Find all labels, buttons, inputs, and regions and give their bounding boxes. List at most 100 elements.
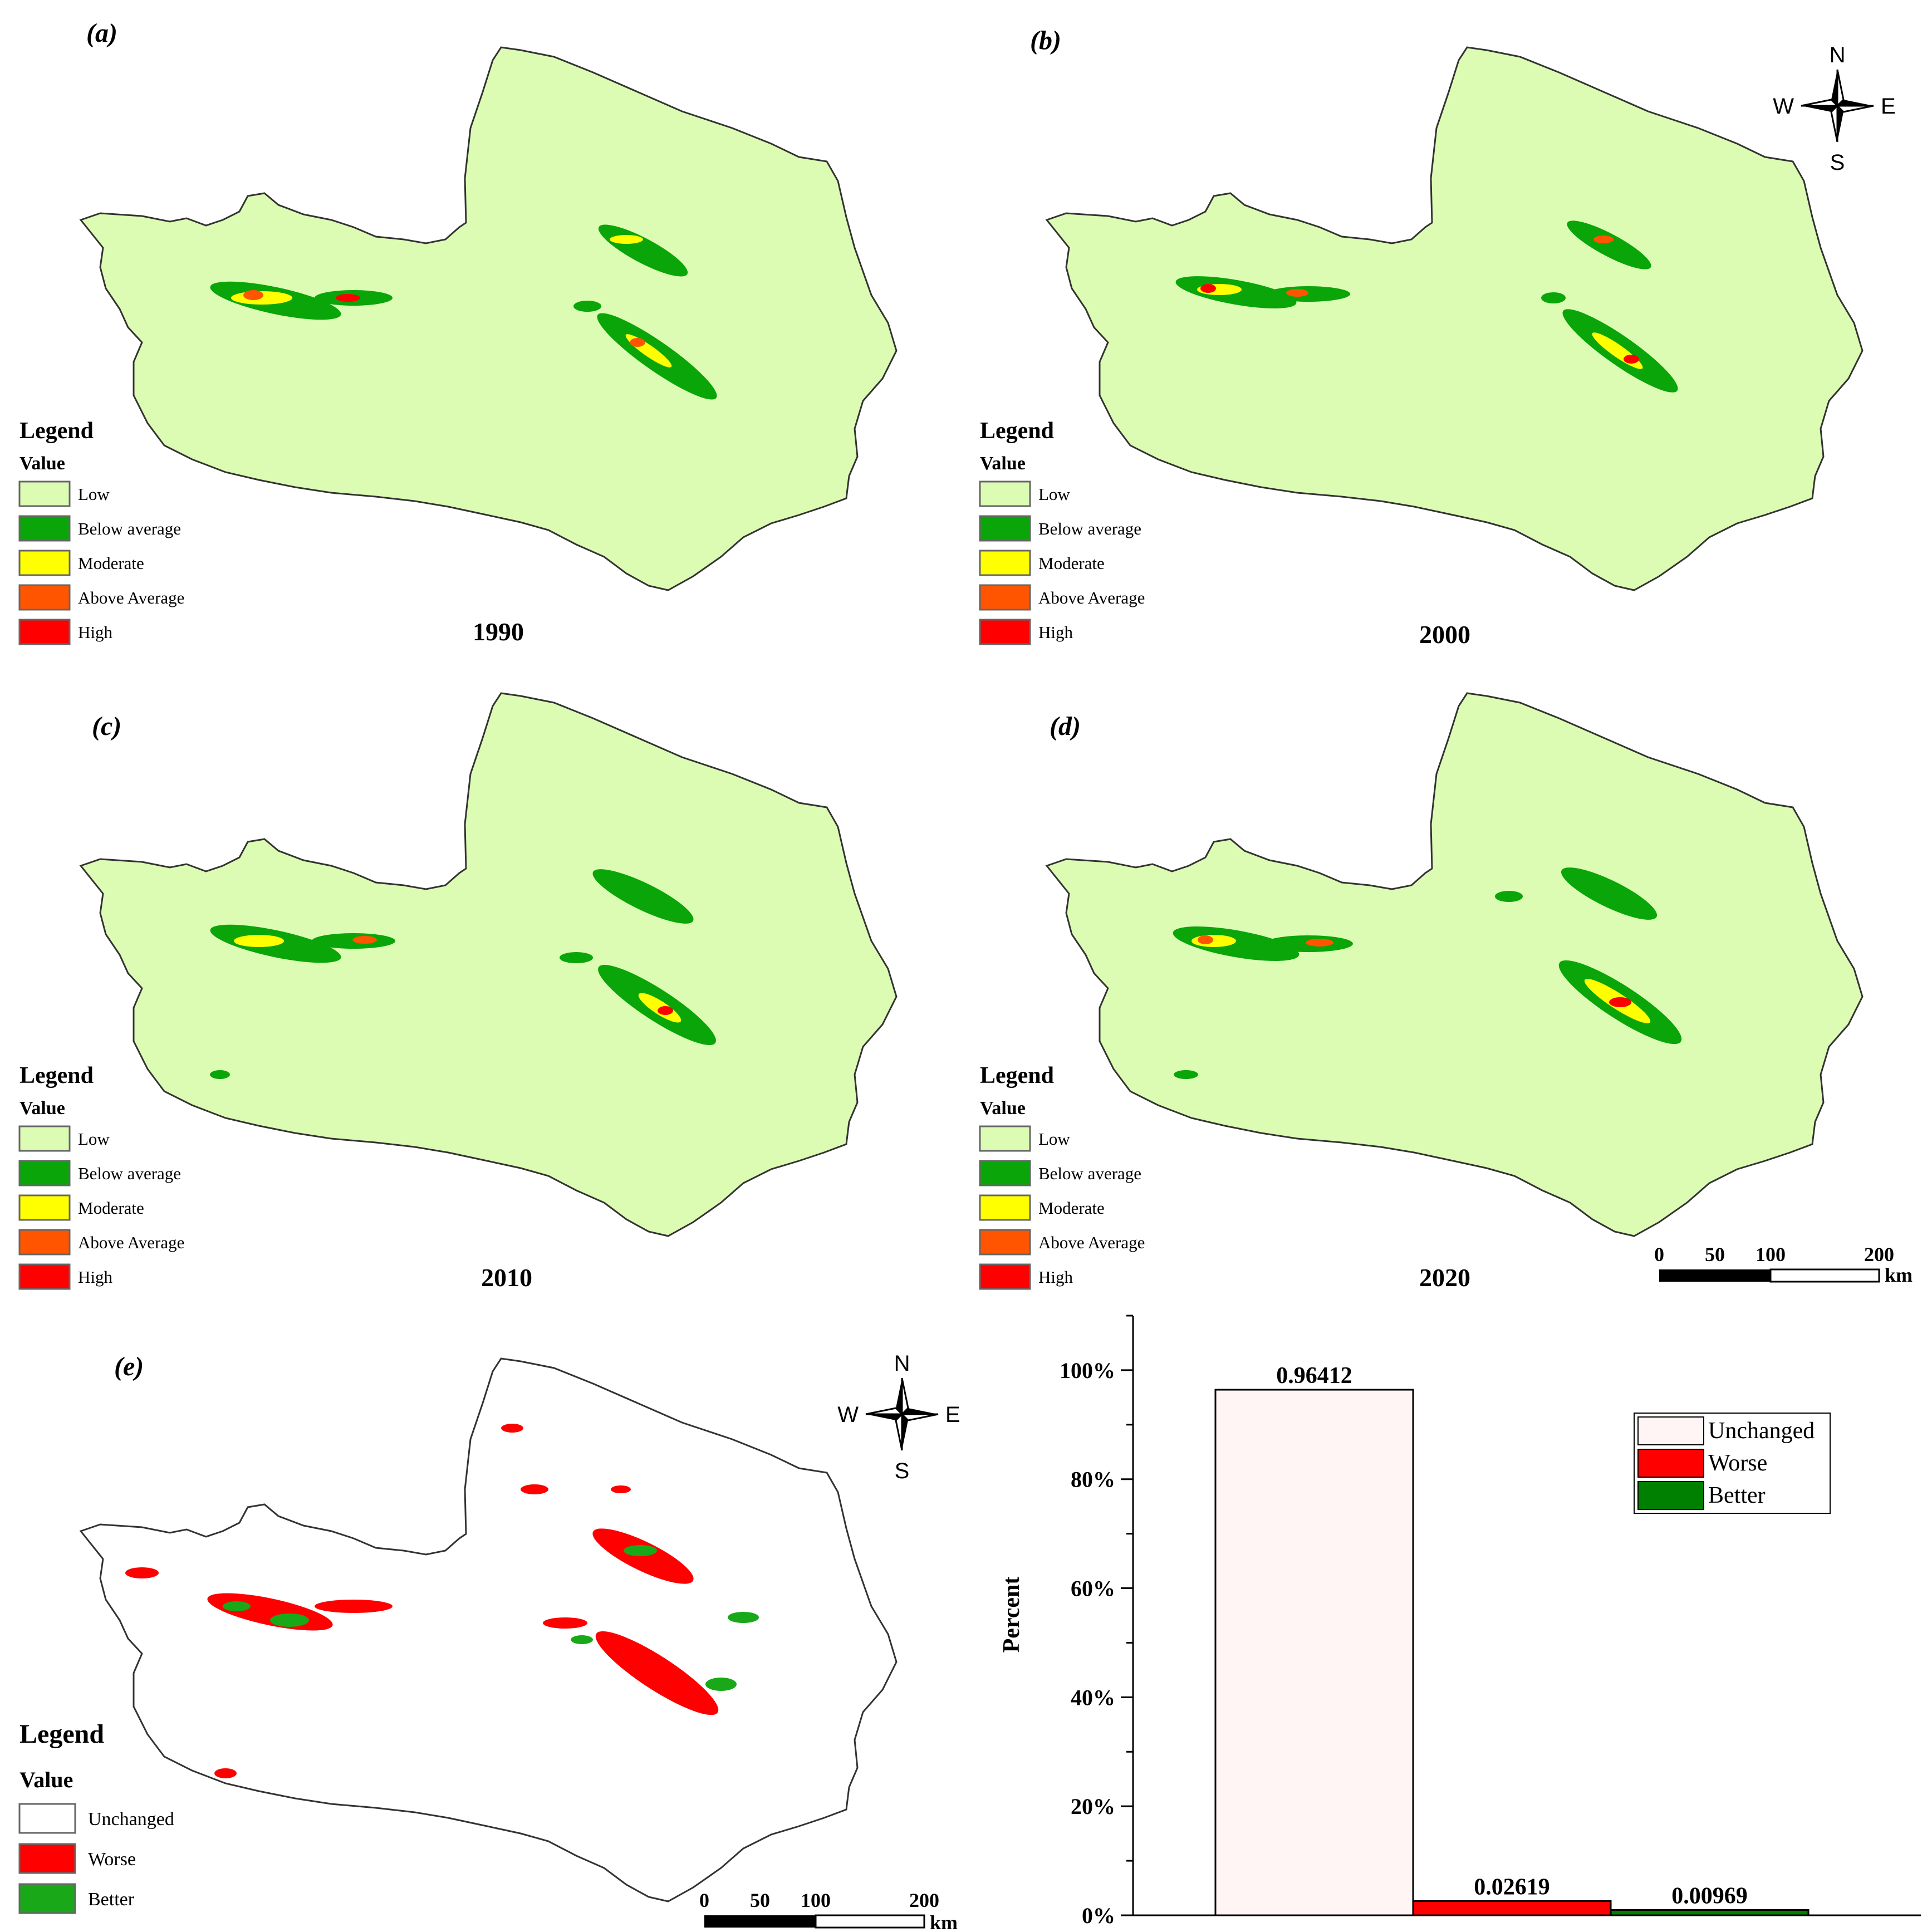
legend-swatch	[979, 1160, 1031, 1186]
panel-label-d: (d)	[1050, 712, 1081, 741]
panel-year-d: 2020	[1419, 1263, 1470, 1292]
y-tick-label: 80%	[1071, 1467, 1115, 1492]
compass-n: N	[1830, 43, 1846, 67]
legend-e: Legend Value Unchanged Worse Better	[18, 1719, 174, 1914]
legend-subtitle: Value	[19, 1098, 65, 1119]
legend-swatch	[979, 584, 1031, 611]
legend-swatch	[979, 1125, 1031, 1152]
y-tick-label: 60%	[1071, 1576, 1115, 1601]
legend-subtitle: Value	[19, 453, 65, 474]
change-clusters	[125, 1424, 759, 1778]
legend-swatch	[18, 1160, 71, 1186]
legend-a: Legend Value Low Below average Moderate Abo…	[18, 418, 184, 645]
y-tick-label: 100%	[1060, 1358, 1115, 1383]
legend-swatch	[18, 1263, 71, 1290]
compass-w: W	[837, 1403, 859, 1427]
hotspot-clusters	[1175, 220, 1678, 393]
legend-swatch	[979, 619, 1031, 645]
legend-label: Above Average	[78, 1233, 184, 1252]
legend-swatch	[979, 515, 1031, 542]
chart-legend-swatch	[1637, 1481, 1704, 1510]
legend-label: High	[78, 1267, 113, 1287]
legend-swatch	[18, 1883, 76, 1914]
y-tick-label: 0%	[1082, 1903, 1115, 1928]
chart-legend-label: Worse	[1708, 1450, 1767, 1476]
legend-title: Legend	[980, 1063, 1054, 1088]
panel-label-c: (c)	[92, 712, 121, 741]
scale-unit: km	[1885, 1264, 1913, 1286]
compass-n: N	[894, 1351, 910, 1376]
legend-label: Moderate	[78, 553, 144, 573]
legend-swatch	[18, 550, 71, 576]
scale-tick-0: 0	[1654, 1243, 1664, 1266]
legend-swatch	[979, 480, 1031, 507]
legend-swatch	[979, 550, 1031, 576]
legend-swatch	[979, 1263, 1031, 1290]
chart-legend-label: Unchanged	[1708, 1418, 1815, 1444]
legend-swatch	[18, 584, 71, 611]
legend-label: Moderate	[1038, 553, 1105, 573]
scale-tick-100: 100	[801, 1889, 831, 1911]
scale-tick-200: 200	[909, 1889, 939, 1911]
legend-swatch	[18, 1843, 76, 1874]
legend-label: High	[78, 622, 113, 642]
legend-label: Above Average	[1038, 588, 1145, 607]
panel-label-e: (e)	[114, 1352, 144, 1381]
legend-swatch	[18, 1229, 71, 1256]
panel-label-a: (a)	[86, 18, 117, 48]
bar-value-label: 0.96412	[1276, 1363, 1352, 1389]
legend-label: Low	[1038, 1129, 1070, 1149]
legend-subtitle: Value	[980, 1098, 1026, 1119]
map-panel-a: (a) 1990	[80, 18, 898, 646]
panel-year-c: 2010	[481, 1263, 532, 1292]
panel-label-b: (b)	[1030, 26, 1061, 55]
north-arrow: N S W E	[1773, 43, 1895, 175]
compass-e: E	[1881, 94, 1896, 119]
legend-label: Low	[78, 484, 110, 504]
y-axis-label: Percent	[999, 1577, 1024, 1653]
bar-unchanged	[1214, 1389, 1414, 1916]
legend-swatch	[18, 1194, 71, 1221]
compass-s: S	[1830, 150, 1845, 175]
legend-swatch	[18, 619, 71, 645]
chart-legend-swatch	[1637, 1416, 1704, 1445]
legend-label: Below average	[78, 1164, 181, 1183]
map-panel-c: (c) 2010	[80, 692, 898, 1292]
panel-year-a: 1990	[473, 617, 524, 646]
panel-year-b: 2000	[1419, 620, 1470, 649]
legend-subtitle: Value	[19, 1767, 73, 1792]
north-arrow: N S W E	[837, 1351, 960, 1483]
scale-tick-100: 100	[1756, 1243, 1786, 1266]
scale-tick-200: 200	[1864, 1243, 1894, 1266]
bar-value-label: 0.02619	[1474, 1874, 1550, 1900]
compass-s: S	[895, 1459, 910, 1483]
map-panel-e: (e)	[80, 1352, 898, 1902]
hotspot-clusters	[210, 869, 716, 1079]
chart-legend-label: Better	[1708, 1483, 1766, 1508]
chart-legend-swatch	[1637, 1449, 1704, 1478]
legend-label: Low	[1038, 484, 1070, 504]
hotspot-clusters	[210, 224, 717, 400]
legend-label: Below average	[78, 519, 181, 538]
legend-label: Moderate	[1038, 1198, 1105, 1218]
legend-label: Above Average	[1038, 1233, 1145, 1252]
legend-swatch	[979, 1194, 1031, 1221]
legend-title: Legend	[19, 1719, 104, 1749]
scale-bar: 0 50 100 200 km	[699, 1889, 958, 1932]
legend-label: High	[1038, 1267, 1073, 1287]
legend-swatch	[18, 480, 71, 507]
legend-label: High	[1038, 622, 1073, 642]
legend-title: Legend	[19, 1063, 94, 1088]
scale-tick-0: 0	[699, 1889, 709, 1911]
legend-label: Above Average	[78, 588, 184, 607]
legend-swatch	[979, 1229, 1031, 1256]
legend-title: Legend	[19, 418, 94, 444]
legend-label: Unchanged	[88, 1809, 174, 1830]
legend-label: Worse	[88, 1849, 136, 1870]
legend-subtitle: Value	[980, 453, 1026, 474]
chart-legend: Unchanged Worse Better	[1634, 1413, 1831, 1514]
legend-title: Legend	[980, 418, 1054, 444]
legend-c: Legend Value Low Below average Moderate Abo…	[18, 1063, 184, 1290]
bar-better	[1610, 1909, 1810, 1916]
